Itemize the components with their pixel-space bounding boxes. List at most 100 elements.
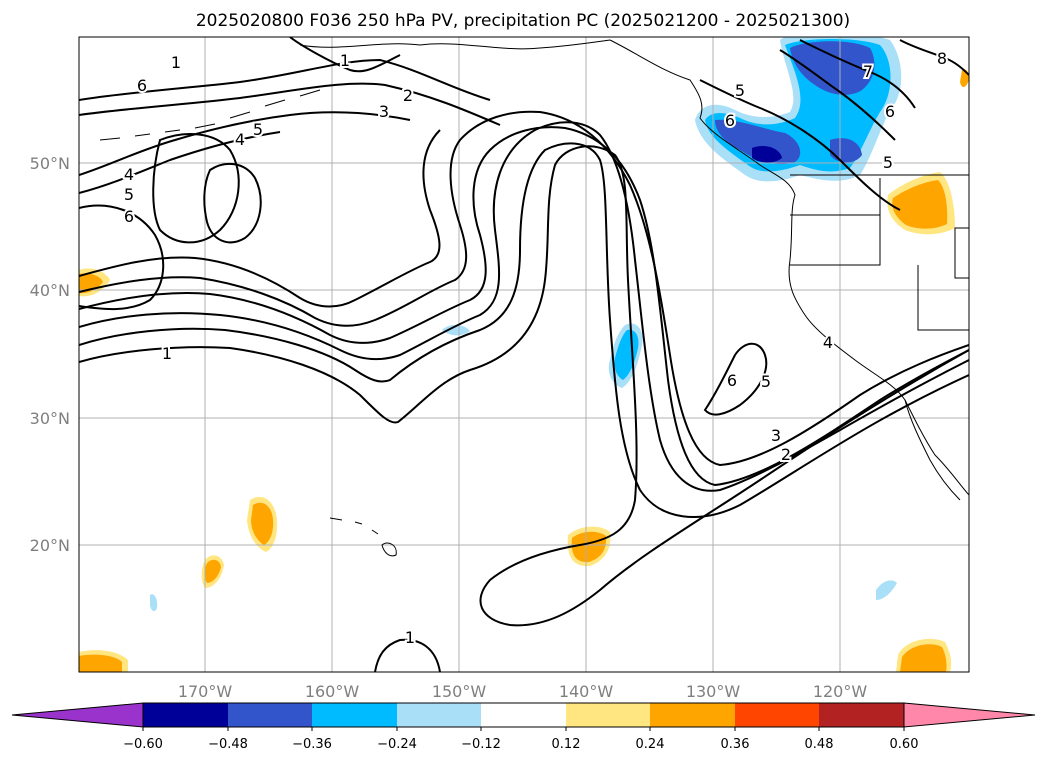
lon-label-170w: 170°W [178, 682, 233, 701]
pos-anomaly-west-coast-core [892, 180, 948, 229]
contour-label: 5 [761, 372, 771, 391]
colorbar-segment [143, 703, 228, 727]
contour-4a [79, 126, 969, 487]
contour-3b [79, 82, 501, 126]
contour-labels: 1 1 1 1 2 2 3 3 4 4 4 5 5 5 5 5 6 6 6 6 … [122, 47, 949, 649]
contour-label: 6 [885, 102, 895, 121]
contour-label: 8 [937, 49, 947, 68]
colorbar-segment [481, 703, 566, 727]
neg-anomaly-small-3 [876, 580, 897, 600]
contour-6b [79, 129, 441, 308]
contour-7a [799, 39, 916, 109]
graticule [79, 37, 969, 672]
neg-anomaly-small-2 [150, 594, 158, 612]
colorbar: −0.60 −0.48 −0.36 −0.24 −0.12 0.12 0.24 … [11, 702, 1036, 752]
contour-6d [779, 49, 896, 141]
contour-label: 1 [405, 628, 415, 647]
map-panel: 1 1 1 1 2 2 3 3 4 4 4 5 5 5 5 5 6 6 6 6 … [79, 37, 969, 672]
figure-title: 2025020800 F036 250 hPa PV, precipitatio… [196, 11, 850, 31]
pos-anomaly-baja-core [900, 644, 947, 672]
contour-label: 6 [725, 111, 735, 130]
lon-label-120w: 120°W [813, 682, 868, 701]
contour-label: 3 [771, 426, 781, 445]
contour-label: 1 [171, 53, 181, 72]
hawaii-islands [329, 517, 397, 557]
contour-1a [79, 145, 969, 627]
neg-anomaly-small-1 [442, 324, 470, 336]
pos-anomaly-mid-pacific-core [571, 531, 607, 563]
colorbar-tick-label: −0.48 [208, 737, 248, 752]
contour-label: 2 [403, 86, 413, 105]
map-frame [78, 36, 970, 673]
contour-3a [79, 121, 969, 492]
lat-label-40n: 40°N [30, 281, 70, 300]
contour-5b [79, 131, 281, 194]
lon-label-150w: 150°W [432, 682, 487, 701]
state-line-3 [917, 265, 969, 331]
lat-label-30n: 30°N [30, 409, 70, 428]
contour-label: 5 [124, 185, 134, 204]
pos-anomaly-sw-core [79, 654, 122, 672]
neg-anomaly-core-3 [830, 138, 862, 163]
contour-label: 5 [883, 153, 893, 172]
contour-inner-2 [203, 162, 262, 244]
colorbar-ticks [142, 727, 905, 731]
contour-label: 6 [137, 76, 147, 95]
contour-label: 6 [124, 207, 134, 226]
contour-label: 4 [235, 130, 245, 149]
contour-2b [79, 58, 491, 101]
contour-1b [374, 638, 441, 672]
contour-5c [699, 79, 901, 211]
north-america-coast [609, 39, 969, 496]
coastlines [99, 39, 969, 557]
contour-label: 2 [781, 445, 791, 464]
colorbar-tick-label: 0.60 [890, 737, 919, 752]
colorbar-segment [819, 703, 904, 727]
contour-4b [79, 111, 411, 176]
colorbar-tick-label: 0.36 [721, 737, 750, 752]
colorbar-tick-label: 0.12 [552, 737, 581, 752]
colorbar-tick-label: 0.24 [636, 737, 665, 752]
contour-2a [79, 142, 969, 518]
colorbar-segment [735, 703, 819, 727]
neg-anomaly-core-1 [790, 41, 875, 95]
colorbar-segment [650, 703, 735, 727]
pv-contours [79, 37, 969, 672]
lon-label-130w: 130°W [686, 682, 741, 701]
colorbar-tick-label: −0.60 [123, 737, 163, 752]
contour-1c [289, 37, 401, 73]
lat-label-20n: 20°N [30, 536, 70, 555]
colorbar-extend-min [11, 702, 144, 728]
pos-anomaly-hawaii-w-core [251, 502, 274, 545]
contour-label: 5 [253, 120, 263, 139]
pos-anomaly-dateline-core [79, 273, 103, 294]
colorbar-tick-label: −0.12 [461, 737, 501, 752]
contour-8a [899, 39, 969, 76]
colorbar-segment [566, 703, 650, 727]
neg-anomaly-core-4 [752, 146, 782, 163]
lon-label-160w: 160°W [305, 682, 360, 701]
contour-label: 4 [823, 333, 833, 352]
contour-label: 1 [340, 51, 350, 70]
aleutians [99, 89, 321, 141]
contour-label: 7 [863, 62, 873, 81]
alaska-coast [299, 39, 611, 50]
baja-coast [904, 399, 961, 501]
longitude-labels: 170°W 160°W 150°W 140°W 130°W 120°W [178, 682, 868, 701]
contour-label: 5 [735, 81, 745, 100]
colorbar-tick-label: −0.24 [377, 737, 417, 752]
colorbar-segment [397, 703, 481, 727]
colorbar-segment [228, 703, 312, 727]
colorbar-tick-label: 0.48 [805, 737, 834, 752]
colorbar-segment [312, 703, 397, 727]
lon-label-140w: 140°W [559, 682, 614, 701]
state-line-2 [790, 215, 881, 266]
colorbar-frame [142, 702, 905, 728]
contour-label: 4 [124, 165, 134, 184]
contour-label: 3 [379, 102, 389, 121]
latitude-labels: 50°N 40°N 30°N 20°N [30, 154, 70, 555]
state-line-4 [954, 227, 969, 279]
contour-inner-1 [152, 133, 240, 244]
colorbar-tick-label: −0.36 [292, 737, 332, 752]
